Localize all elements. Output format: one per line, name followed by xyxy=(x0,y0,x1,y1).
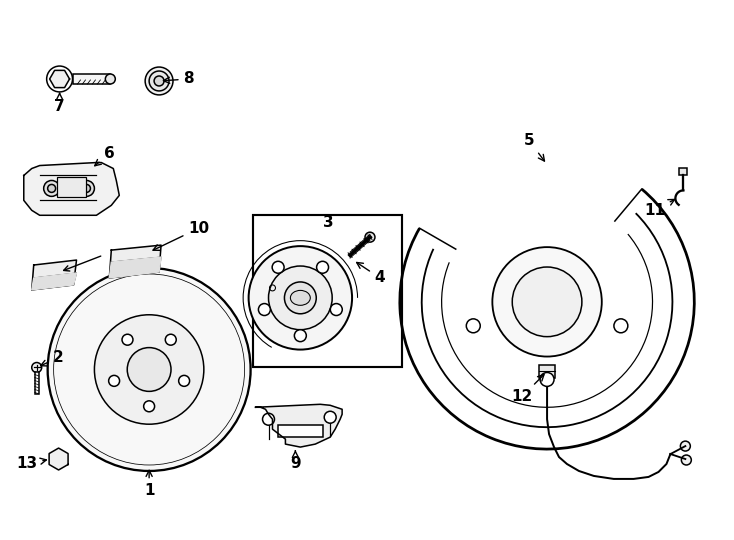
Circle shape xyxy=(95,315,204,424)
Ellipse shape xyxy=(291,291,310,305)
Circle shape xyxy=(466,319,480,333)
Circle shape xyxy=(165,334,176,345)
Circle shape xyxy=(272,261,284,273)
Circle shape xyxy=(82,185,90,192)
Text: 12: 12 xyxy=(512,375,544,404)
Circle shape xyxy=(48,268,250,471)
Polygon shape xyxy=(49,448,68,470)
Circle shape xyxy=(48,185,56,192)
Circle shape xyxy=(316,261,329,273)
Polygon shape xyxy=(23,163,120,215)
Text: 3: 3 xyxy=(323,215,333,230)
Text: 13: 13 xyxy=(16,456,46,471)
Circle shape xyxy=(681,455,691,465)
Circle shape xyxy=(106,74,115,84)
Text: 6: 6 xyxy=(95,146,115,166)
Circle shape xyxy=(540,373,554,387)
Bar xyxy=(34,373,39,394)
Circle shape xyxy=(149,71,169,91)
Circle shape xyxy=(109,375,120,386)
Circle shape xyxy=(144,401,155,412)
Circle shape xyxy=(178,375,189,386)
Circle shape xyxy=(269,266,333,330)
Text: 4: 4 xyxy=(357,262,385,286)
Circle shape xyxy=(365,232,375,242)
Circle shape xyxy=(79,180,95,197)
Bar xyxy=(278,425,323,437)
Text: 8: 8 xyxy=(164,71,195,86)
Circle shape xyxy=(53,453,65,465)
Text: 11: 11 xyxy=(644,199,675,218)
Circle shape xyxy=(32,362,42,373)
Circle shape xyxy=(145,67,173,95)
Circle shape xyxy=(258,303,270,315)
Circle shape xyxy=(127,348,171,392)
Text: 7: 7 xyxy=(54,93,65,114)
Bar xyxy=(73,74,110,84)
Bar xyxy=(252,215,401,367)
Polygon shape xyxy=(109,257,161,278)
Circle shape xyxy=(263,413,275,425)
Circle shape xyxy=(680,441,691,451)
Circle shape xyxy=(154,76,164,86)
Bar xyxy=(680,167,687,176)
Polygon shape xyxy=(32,273,76,290)
Circle shape xyxy=(324,411,336,423)
Circle shape xyxy=(614,319,628,333)
Text: 2: 2 xyxy=(40,350,64,366)
Circle shape xyxy=(249,246,352,349)
Polygon shape xyxy=(32,260,76,290)
Text: 5: 5 xyxy=(524,133,545,161)
Circle shape xyxy=(512,267,582,336)
Circle shape xyxy=(294,330,306,342)
Circle shape xyxy=(493,247,602,356)
Circle shape xyxy=(330,303,342,315)
Bar xyxy=(57,178,87,198)
Polygon shape xyxy=(50,70,70,87)
Text: 10: 10 xyxy=(153,221,209,251)
Text: 9: 9 xyxy=(290,451,301,471)
Polygon shape xyxy=(109,245,161,278)
Circle shape xyxy=(43,180,59,197)
Circle shape xyxy=(285,282,316,314)
Circle shape xyxy=(122,334,133,345)
Bar xyxy=(539,364,555,379)
Text: 1: 1 xyxy=(144,470,154,498)
Polygon shape xyxy=(255,404,342,447)
